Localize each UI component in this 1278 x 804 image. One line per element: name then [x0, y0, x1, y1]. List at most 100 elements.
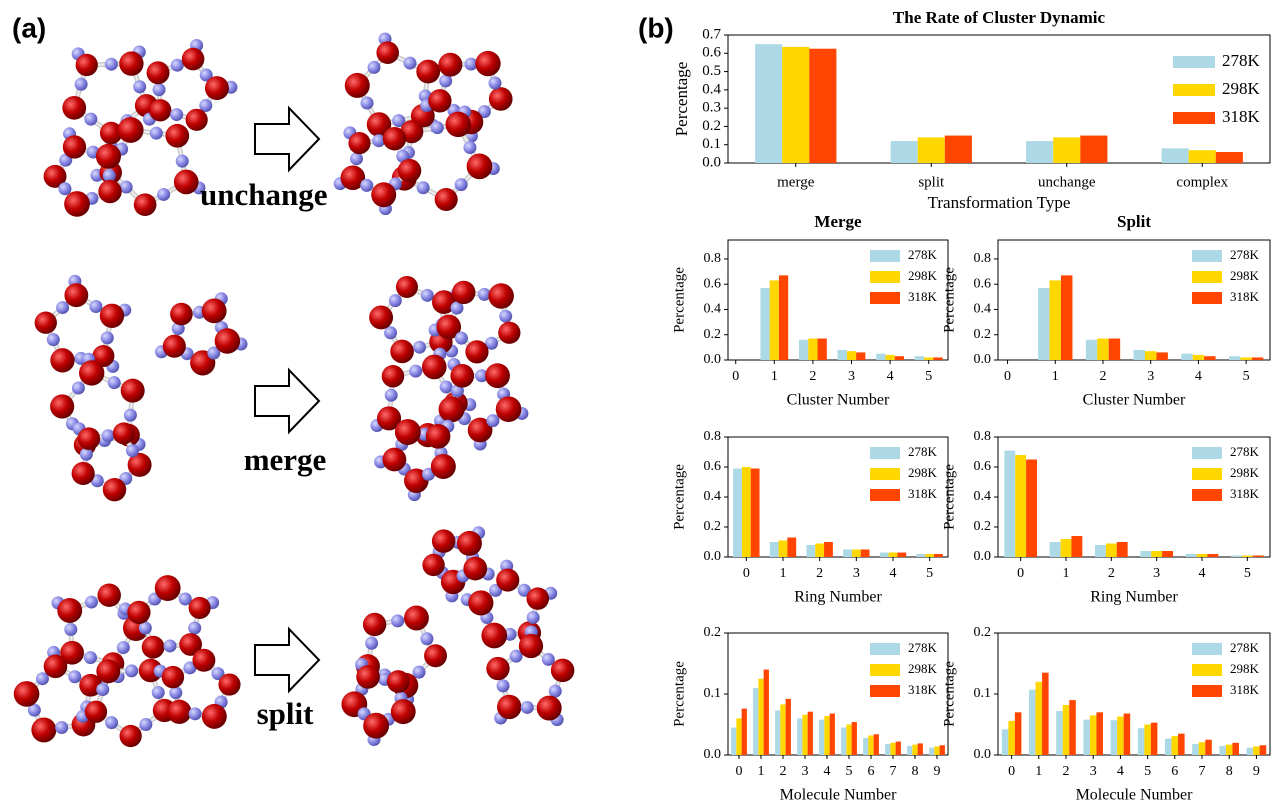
oxygen-atom [396, 276, 418, 298]
y-tick-label: 0.2 [702, 118, 721, 134]
bar [1026, 460, 1037, 558]
bar [1253, 556, 1264, 558]
bar [933, 357, 942, 360]
y-tick-label: 0.2 [704, 625, 722, 640]
bar [861, 550, 870, 558]
y-tick-label: 0.6 [974, 276, 992, 291]
hydrogen-atom [440, 380, 453, 393]
y-axis-label: Percentage [941, 661, 957, 727]
oxygen-atom [118, 117, 144, 143]
bar [1086, 340, 1097, 360]
oxygen-atom [170, 303, 193, 326]
x-axis-label: Molecule Number [780, 787, 898, 804]
x-tick-label: 7 [890, 764, 897, 779]
x-tick-label: 4 [824, 764, 831, 779]
bar [925, 554, 934, 557]
panel-label: (b) [638, 12, 674, 43]
oxygen-atom [50, 348, 74, 372]
x-tick-label: 5 [926, 566, 933, 581]
bar [1260, 745, 1267, 755]
legend-label: 318K [1230, 486, 1260, 501]
oxygen-atom [76, 54, 98, 76]
bar [1069, 700, 1076, 755]
y-tick-label: 0.0 [704, 747, 722, 762]
panel-label: (a) [12, 12, 46, 43]
oxygen-atom [391, 699, 416, 724]
oxygen-atom [363, 713, 389, 739]
oxygen-atom [163, 335, 186, 358]
oxygen-atom [50, 394, 74, 418]
hydrogen-atom [105, 58, 118, 71]
hydrogen-atom [350, 152, 363, 165]
oxygen-atom [85, 701, 107, 723]
bar [1109, 339, 1120, 360]
x-tick-label: 4 [887, 369, 894, 384]
bar [1090, 715, 1097, 755]
transition-label: split [257, 696, 315, 731]
x-tick-label: 6 [1171, 764, 1178, 779]
legend-swatch [1192, 489, 1222, 501]
legend-swatch [870, 447, 900, 459]
y-tick-label: 0.2 [974, 625, 992, 640]
oxygen-atom [202, 704, 227, 729]
x-axis-label: Cluster Number [1083, 392, 1186, 409]
x-tick-label: 3 [802, 764, 809, 779]
bar [1026, 141, 1053, 163]
bar [1199, 742, 1206, 755]
oxygen-atom [439, 396, 465, 422]
bar [852, 550, 861, 558]
bar [891, 141, 918, 163]
bar [918, 137, 945, 163]
oxygen-atom [465, 340, 488, 363]
bar [885, 355, 894, 360]
hydrogen-atom [455, 332, 468, 345]
oxygen-atom [64, 283, 88, 307]
oxygen-atom [127, 601, 150, 624]
y-tick-label: 0.4 [704, 489, 722, 504]
bar [1063, 705, 1070, 755]
bar [742, 709, 747, 755]
bar [1151, 723, 1158, 755]
x-tick-label: 0 [743, 566, 750, 581]
y-tick-label: 0.6 [974, 459, 992, 474]
oxygen-atom [497, 695, 521, 719]
hydrogen-atom [84, 113, 97, 126]
bar [1106, 544, 1117, 558]
bar [934, 746, 939, 755]
legend-label: 298K [1230, 661, 1260, 676]
oxygen-atom [182, 48, 205, 71]
bar [1117, 542, 1128, 557]
bar [1232, 743, 1239, 755]
x-tick-label: 4 [890, 566, 897, 581]
bar [1050, 280, 1061, 360]
x-tick-label: 3 [848, 369, 855, 384]
hydrogen-atom [391, 614, 404, 627]
bar [1053, 137, 1080, 163]
hydrogen-atom [68, 670, 81, 683]
bar [1097, 339, 1108, 360]
x-tick-label: 3 [1153, 566, 1160, 581]
bar [1029, 690, 1036, 755]
oxygen-atom [468, 590, 493, 615]
y-tick-label: 0.6 [702, 45, 721, 61]
charts: 0.00.10.20.30.40.50.60.7mergesplitunchan… [671, 8, 1270, 804]
bar [841, 728, 846, 755]
bar [808, 712, 813, 755]
bar [1193, 355, 1204, 360]
x-tick-label: 7 [1199, 764, 1206, 779]
bar [1096, 712, 1103, 755]
bar [1038, 288, 1049, 360]
x-tick-label: 3 [853, 566, 860, 581]
oxygen-atom [218, 673, 240, 695]
y-axis-label: Percentage [671, 464, 687, 530]
oxygen-atom [424, 644, 447, 667]
legend-label: 298K [1230, 465, 1260, 480]
legend-swatch [1173, 56, 1215, 68]
y-tick-label: 0.5 [702, 63, 721, 79]
bar [753, 688, 758, 755]
x-tick-label: 5 [925, 369, 932, 384]
oxygen-atom [120, 725, 142, 747]
legend-label: 278K [908, 444, 938, 459]
bar [742, 467, 751, 557]
x-tick-label: 0 [1017, 566, 1024, 581]
